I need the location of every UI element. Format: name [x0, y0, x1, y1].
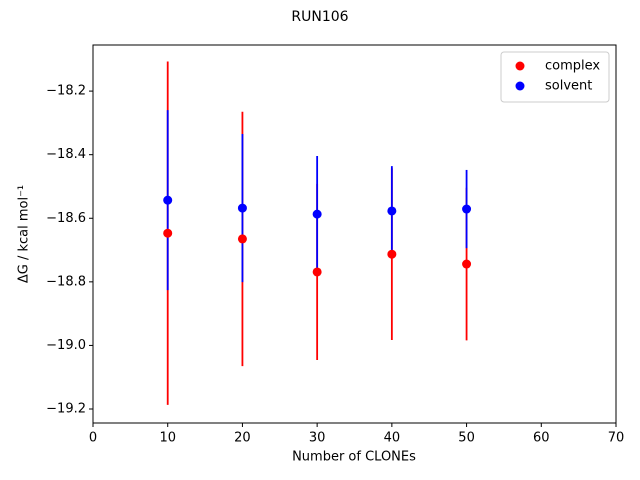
x-tick-label: 0: [89, 431, 97, 446]
data-point: [163, 228, 173, 238]
x-tick-label: 70: [608, 431, 625, 446]
legend-marker: [515, 61, 525, 71]
data-point: [312, 209, 322, 219]
plot-frame: [92, 44, 617, 424]
y-tick-label: −18.4: [46, 147, 86, 162]
y-tick-label: −19.2: [46, 402, 86, 417]
legend-label: complex: [545, 59, 600, 74]
x-tick-label: 50: [458, 431, 475, 446]
legend-box: [500, 51, 610, 103]
x-tick-label: 30: [309, 431, 326, 446]
y-tick-label: −18.2: [46, 84, 86, 99]
x-axis-label: Number of CLONEs: [292, 450, 416, 465]
data-point: [462, 204, 472, 214]
x-tick-label: 40: [384, 431, 401, 446]
data-point: [237, 203, 247, 213]
data-point: [462, 259, 472, 269]
x-tick-label: 60: [533, 431, 550, 446]
data-point: [387, 206, 397, 216]
data-point: [163, 195, 173, 205]
y-tick-label: −18.6: [46, 211, 86, 226]
chart-title: RUN106: [291, 9, 348, 25]
legend-label: solvent: [545, 79, 592, 94]
y-tick-label: −18.8: [46, 274, 86, 289]
data-point: [387, 249, 397, 259]
data-point: [312, 267, 322, 277]
x-tick-label: 20: [234, 431, 251, 446]
y-axis-label: ΔG / kcal mol⁻¹: [17, 185, 32, 283]
y-tick-label: −19.0: [46, 338, 86, 353]
x-tick-label: 10: [159, 431, 176, 446]
legend-marker: [515, 81, 525, 91]
data-point: [237, 234, 247, 244]
